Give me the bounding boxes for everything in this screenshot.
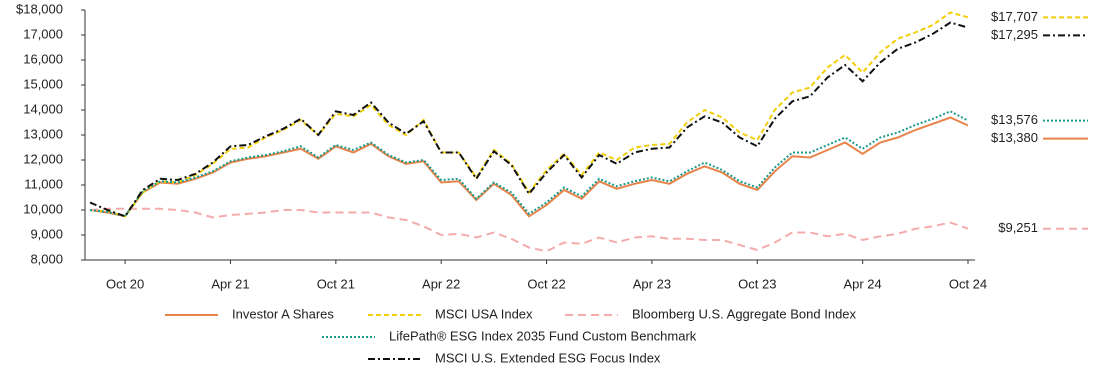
legend-label: Investor A Shares (232, 306, 334, 321)
series-line (89, 116, 969, 218)
y-tick-label: 9,000 (30, 226, 63, 241)
y-tick-label: 15,000 (23, 76, 63, 91)
end-label: $13,576 (991, 112, 1038, 127)
y-tick-label: 13,000 (23, 126, 63, 141)
series-line (89, 207, 969, 253)
y-tick-label: 11,000 (24, 176, 63, 191)
x-tick-label: Apr 24 (843, 276, 881, 291)
y-tick-label: 8,000 (30, 251, 63, 266)
x-tick-label: Oct 21 (317, 276, 355, 291)
y-tick-label: $18,000 (16, 1, 63, 16)
end-label: $13,380 (991, 130, 1038, 145)
legend-label: MSCI USA Index (435, 306, 533, 321)
series-line (89, 110, 969, 218)
series-line (89, 11, 969, 218)
y-tick-label: 17,000 (23, 26, 63, 41)
y-tick-label: 10,000 (23, 201, 63, 216)
y-tick-label: 16,000 (23, 51, 63, 66)
y-tick-label: 12,000 (23, 151, 63, 166)
x-tick-label: Oct 24 (949, 276, 987, 291)
x-tick-label: Apr 22 (422, 276, 460, 291)
x-tick-label: Oct 22 (527, 276, 565, 291)
end-label: $17,707 (991, 9, 1038, 24)
series-line (89, 21, 969, 218)
end-label: $17,295 (991, 27, 1038, 42)
legend-label: MSCI U.S. Extended ESG Focus Index (435, 350, 661, 365)
legend-label: Bloomberg U.S. Aggregate Bond Index (632, 306, 857, 321)
x-tick-label: Oct 20 (106, 276, 144, 291)
x-tick-label: Apr 23 (633, 276, 671, 291)
x-tick-label: Oct 23 (738, 276, 776, 291)
legend-label: LifePath® ESG Index 2035 Fund Custom Ben… (389, 328, 697, 343)
end-label: $9,251 (998, 220, 1038, 235)
x-tick-label: Apr 21 (211, 276, 249, 291)
y-tick-label: 14,000 (23, 101, 63, 116)
